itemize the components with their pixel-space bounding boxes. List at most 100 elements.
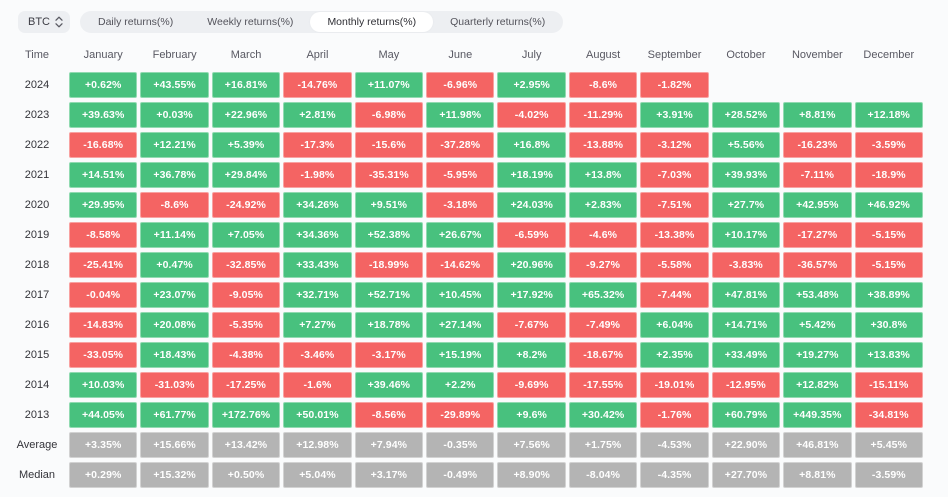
return-cell: +18.78% (354, 312, 424, 338)
return-cell: +36.78% (140, 162, 209, 188)
return-cell: +8.81% (783, 462, 852, 488)
column-header-august: August (585, 49, 621, 61)
tab-monthly-returns[interactable]: Monthly returns(%) (310, 12, 434, 32)
return-cell: -34.81% (854, 402, 923, 428)
return-cell: +26.67% (426, 222, 495, 248)
row-label-2013: 2013 (24, 409, 50, 421)
return-cell: +29.84% (211, 162, 281, 188)
return-cell: -18.9% (854, 162, 923, 188)
return-cell: +52.71% (354, 282, 424, 308)
return-cell: -0.04% (69, 282, 138, 308)
return-cell: -9.27% (568, 252, 638, 278)
return-cell: -1.98% (283, 162, 352, 188)
return-cell: -29.89% (426, 402, 495, 428)
empty-cell (855, 72, 923, 98)
return-cell: +32.71% (283, 282, 352, 308)
return-cell: -3.18% (426, 192, 495, 218)
return-cell: +7.94% (354, 432, 424, 458)
return-cell: -7.03% (640, 162, 709, 188)
return-cell: -31.03% (140, 372, 209, 398)
row-label-average: Average (16, 439, 58, 451)
return-cell: +38.89% (854, 282, 923, 308)
return-cell: -7.51% (640, 192, 709, 218)
returns-period-tabs: Daily returns(%) Weekly returns(%) Monthly… (80, 11, 564, 33)
return-cell: +449.35% (783, 402, 852, 428)
empty-cell (712, 72, 780, 98)
return-cell: +39.93% (711, 162, 781, 188)
return-cell: -0.49% (426, 462, 495, 488)
return-cell: +15.32% (140, 462, 209, 488)
return-cell: +2.81% (283, 102, 352, 128)
return-cell: -3.17% (354, 342, 424, 368)
return-cell: +0.50% (211, 462, 281, 488)
return-cell: +52.38% (354, 222, 424, 248)
return-cell: -16.23% (783, 132, 852, 158)
row-label-2022: 2022 (24, 139, 50, 151)
return-cell: +18.43% (140, 342, 209, 368)
return-cell: +34.36% (283, 222, 352, 248)
return-cell: -36.57% (783, 252, 852, 278)
return-cell: +7.05% (211, 222, 281, 248)
return-cell: +12.98% (283, 432, 352, 458)
return-cell: -14.83% (69, 312, 138, 338)
tab-daily-returns[interactable]: Daily returns(%) (98, 16, 174, 28)
return-cell: +7.56% (497, 432, 566, 458)
return-cell: +3.91% (640, 102, 709, 128)
return-cell: -17.27% (783, 222, 852, 248)
return-cell: +12.82% (783, 372, 852, 398)
return-cell: -24.92% (211, 192, 281, 218)
return-cell: -14.76% (283, 72, 352, 98)
return-cell: +14.71% (711, 312, 781, 338)
return-cell: -4.6% (568, 222, 638, 248)
return-cell: +10.03% (69, 372, 138, 398)
return-cell: +0.47% (140, 252, 209, 278)
return-cell: -8.04% (568, 462, 638, 488)
return-cell: -37.28% (426, 132, 495, 158)
return-cell: +10.17% (711, 222, 781, 248)
return-cell: -17.3% (283, 132, 352, 158)
row-label-median: Median (18, 469, 56, 481)
return-cell: -9.05% (211, 282, 281, 308)
return-cell: -5.58% (640, 252, 709, 278)
return-cell: +5.04% (283, 462, 352, 488)
return-cell: -13.38% (640, 222, 709, 248)
tab-weekly-returns[interactable]: Weekly returns(%) (207, 16, 294, 28)
return-cell: +8.90% (497, 462, 566, 488)
return-cell: +12.21% (140, 132, 209, 158)
return-cell: +0.62% (69, 72, 138, 98)
return-cell: +7.27% (283, 312, 352, 338)
return-cell: +39.63% (69, 102, 138, 128)
tab-quarterly-returns[interactable]: Quarterly returns(%) (450, 16, 546, 28)
symbol-select[interactable]: BTC (18, 11, 70, 33)
column-header-april: April (306, 49, 329, 61)
return-cell: +42.95% (783, 192, 852, 218)
row-label-2018: 2018 (24, 259, 50, 271)
return-cell: -3.12% (640, 132, 709, 158)
return-cell: +33.43% (283, 252, 352, 278)
return-cell: -4.53% (640, 432, 709, 458)
column-header-may: May (378, 49, 400, 61)
row-label-2024: 2024 (24, 79, 50, 91)
return-cell: +3.17% (354, 462, 424, 488)
return-cell: -13.88% (568, 132, 638, 158)
updown-chevron-icon (55, 16, 63, 28)
return-cell: -6.59% (497, 222, 566, 248)
return-cell: +0.03% (140, 102, 209, 128)
return-cell: +30.8% (854, 312, 923, 338)
row-label-2014: 2014 (24, 379, 50, 391)
return-cell: +23.07% (140, 282, 209, 308)
return-cell: +8.81% (783, 102, 852, 128)
symbol-select-value: BTC (28, 16, 50, 28)
return-cell: +2.35% (640, 342, 709, 368)
row-label-2020: 2020 (24, 199, 50, 211)
return-cell: +2.2% (426, 372, 495, 398)
return-cell: -3.46% (283, 342, 352, 368)
row-label-2023: 2023 (24, 109, 50, 121)
return-cell: -3.83% (711, 252, 781, 278)
return-cell: +2.83% (568, 192, 638, 218)
topbar: BTC Daily returns(%) Weekly returns(%) Mon… (0, 0, 948, 34)
return-cell: -25.41% (69, 252, 138, 278)
return-cell: -35.31% (354, 162, 424, 188)
return-cell: -16.68% (69, 132, 138, 158)
return-cell: -17.25% (211, 372, 281, 398)
